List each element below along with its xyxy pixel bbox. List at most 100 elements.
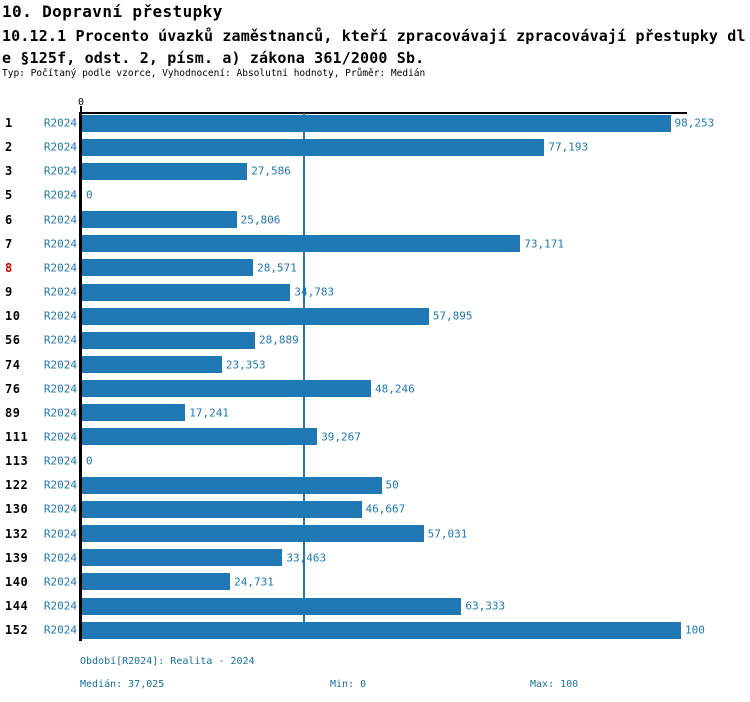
row-category-label: 6 [5, 212, 13, 227]
chart-row: 7 R2024 73,171 [0, 232, 750, 256]
row-category-label: 10 [5, 309, 21, 324]
row-category-label: 140 [5, 574, 29, 589]
y-axis-line [79, 112, 82, 641]
x-axis-line [79, 112, 687, 114]
row-series-label: R2024 [43, 358, 77, 371]
row-series-label: R2024 [43, 309, 77, 323]
bar-value-label: 100 [685, 623, 705, 637]
row-category-label: 152 [5, 623, 29, 638]
row-series-label: R2024 [43, 164, 77, 178]
bar-value-label: 50 [385, 478, 399, 492]
bar-chart: 0 1 R2024 98,253 2 R2024 77,193 3 R2024 27,586 5 R… [0, 97, 750, 641]
bar-value-label: 28,889 [259, 333, 299, 347]
x-axis-tick [80, 106, 82, 112]
bar [82, 525, 424, 542]
bar [82, 549, 283, 567]
row-series-label: R2024 [43, 406, 77, 420]
row-series-label: R2024 [43, 430, 77, 444]
row-series-label: R2024 [43, 213, 77, 227]
bar [82, 356, 222, 373]
bar [82, 307, 429, 325]
row-series-label: R2024 [43, 116, 77, 130]
row-category-label: 144 [5, 599, 29, 613]
chart-row: 76 R2024 48,246 [0, 377, 750, 401]
row-category-label: 111 [5, 429, 29, 444]
bar [82, 476, 382, 494]
bar [82, 404, 186, 422]
min-stat: Min: 0 [330, 679, 367, 690]
row-category-label: 122 [5, 478, 29, 493]
bar-value-label: 57,031 [427, 527, 468, 540]
chart-row: 140 R2024 24,731 [0, 570, 750, 594]
bar [82, 380, 371, 398]
bar-value-label: 23,353 [225, 358, 266, 371]
row-series-label: R2024 [43, 478, 77, 492]
bar [82, 138, 545, 156]
row-category-label: 132 [5, 526, 29, 541]
indicator-title: 10.12.1 Procento úvazků zaměstnanců, kte… [2, 27, 746, 67]
row-series-label: R2024 [43, 527, 77, 540]
bar-value-label: 48,246 [375, 382, 415, 396]
bar-value-label: 46,667 [365, 502, 406, 516]
median-stat: Medián: 37,025 [80, 679, 165, 690]
bar-value-label: 77,193 [548, 140, 589, 154]
bar-value-label: 33,463 [286, 551, 327, 565]
row-series-label: R2024 [43, 333, 77, 347]
bar [82, 259, 254, 277]
bar-value-label: 27,586 [251, 164, 291, 178]
chart-row: 9 R2024 34,783 [0, 280, 750, 304]
indicator-meta: Typ: Počítaný podle vzorce, Vyhodnocení:… [2, 68, 426, 79]
chart-row: 8 R2024 28,571 [0, 256, 750, 280]
row-category-label: 76 [5, 381, 21, 396]
bar-value-label: 73,171 [524, 237, 565, 251]
chart-row: 89 R2024 17,241 [0, 401, 750, 425]
bar-value-label: 0 [86, 188, 93, 202]
row-series-label: R2024 [43, 285, 77, 299]
row-series-label: R2024 [43, 502, 77, 516]
bar [82, 235, 521, 253]
chart-row: 6 R2024 25,806 [0, 208, 750, 232]
row-series-label: R2024 [43, 261, 77, 275]
bar [82, 573, 231, 591]
chart-row: 1 R2024 98,253 [0, 111, 750, 135]
row-category-label: 7 [5, 236, 13, 251]
bar-value-label: 63,333 [465, 599, 506, 613]
row-series-label: R2024 [43, 623, 77, 637]
chart-row: 122 R2024 50 [0, 473, 750, 497]
x-axis-zero-label: 0 [77, 97, 85, 108]
chart-row: 130 R2024 46,667 [0, 497, 750, 521]
chart-row: 111 R2024 39,267 [0, 425, 750, 449]
max-stat: Max: 100 [530, 679, 579, 690]
row-category-label: 5 [5, 188, 13, 203]
row-series-label: R2024 [43, 454, 77, 468]
row-category-label: 9 [5, 285, 13, 299]
bar-value-label: 28,571 [257, 261, 297, 275]
bar-value-label: 17,241 [189, 406, 230, 420]
bar-value-label: 39,267 [321, 430, 361, 444]
row-category-label: 2 [5, 140, 13, 155]
bar-value-label: 25,806 [240, 213, 281, 227]
chart-row: 2 R2024 77,193 [0, 135, 750, 159]
period-label: Období[R2024]: Realita - 2024 [80, 656, 255, 667]
bar [82, 331, 255, 349]
row-series-label: R2024 [43, 575, 77, 589]
bar [82, 428, 318, 446]
row-series-label: R2024 [43, 237, 77, 251]
bar-value-label: 34,783 [294, 285, 335, 299]
row-category-label: 56 [5, 333, 21, 348]
row-series-label: R2024 [43, 140, 77, 154]
bar [82, 500, 362, 518]
row-category-label: 8 [5, 260, 13, 275]
row-series-label: R2024 [43, 551, 77, 565]
bar [82, 211, 237, 229]
row-category-label: 113 [5, 454, 29, 469]
row-category-label: 3 [5, 164, 13, 179]
row-series-label: R2024 [43, 599, 77, 613]
chart-row: 144 R2024 63,333 [0, 594, 750, 618]
chart-row: 113 R2024 0 [0, 449, 750, 473]
chart-row: 5 R2024 0 [0, 183, 750, 207]
chart-row: 3 R2024 27,586 [0, 159, 750, 183]
bar [82, 283, 291, 301]
bar [82, 597, 462, 615]
